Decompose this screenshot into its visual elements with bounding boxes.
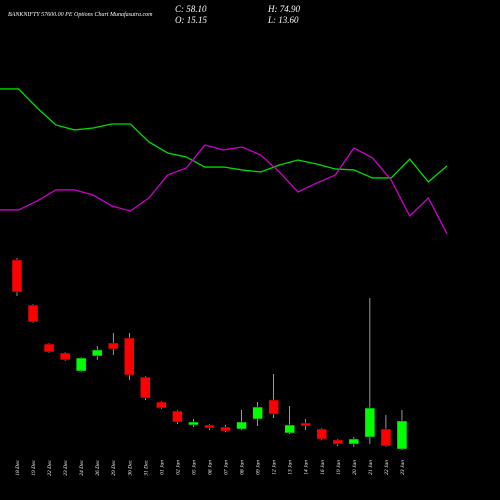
x-tick-label: 30 Dec [127, 459, 133, 476]
candle-body [75, 357, 87, 372]
x-tick-label: 14 Jan [303, 460, 310, 475]
open-label: O: 15.15 [175, 15, 207, 25]
x-tick-label: 22 Dec [47, 459, 53, 475]
x-tick-label: 08 Jan [240, 460, 246, 475]
candle-body [11, 259, 23, 293]
line-series [0, 88, 448, 183]
candle-body [348, 438, 360, 445]
low-label: L: 13.60 [267, 15, 299, 25]
x-tick-label: 22 Jan [384, 460, 390, 475]
x-tick-label: 06 Jan [207, 460, 213, 475]
candle-body [316, 428, 328, 440]
candle-body [124, 337, 135, 376]
x-tick-label: 12 Jan [272, 460, 278, 475]
candle-body [204, 424, 215, 429]
x-tick-label: 05 Jan [191, 460, 197, 475]
x-tick-label: 18 Dec [15, 459, 21, 475]
x-tick-label: 01 Jan [159, 460, 165, 475]
candle-body [332, 439, 344, 445]
x-tick-label: 13 Jan [288, 460, 294, 475]
x-tick-label: 29 Dec [111, 459, 117, 475]
candle-body [220, 426, 231, 432]
candle-body [252, 406, 263, 420]
candle-body [27, 304, 39, 323]
candle-body [107, 342, 119, 350]
candle-body [284, 424, 295, 434]
x-tick-label: 21 Jan [368, 460, 374, 475]
x-tick-label: 26 Dec [95, 459, 101, 475]
x-tick-label: 02 Jan [175, 460, 181, 475]
close-label: C: 58.10 [175, 4, 207, 14]
candle-body [364, 407, 376, 438]
chart-title: BANKNIFTY 57600.00 PE Options Chart Muna… [8, 11, 153, 18]
x-tick-label: 31 Dec [143, 459, 149, 476]
candle-body [172, 410, 183, 423]
candle-body [59, 352, 71, 361]
x-tick-label: 07 Jan [224, 460, 230, 475]
candle-body [91, 349, 103, 357]
candle-body [396, 420, 408, 450]
line-series [0, 144, 448, 235]
x-tick-label: 19 Dec [31, 459, 37, 475]
candle-body [140, 376, 151, 399]
candle-body [300, 422, 311, 427]
candle-body [236, 421, 247, 430]
x-tick-label: 23 Jan [400, 460, 406, 475]
x-tick-label: 16 Jan [320, 460, 326, 475]
x-tick-label: 09 Jan [256, 460, 262, 475]
x-tick-label: 24 Dec [78, 459, 85, 475]
x-tick-label: 20 Jan [352, 460, 358, 475]
high-label: H: 74.90 [267, 4, 300, 14]
x-tick-label: 23 Dec [63, 459, 69, 475]
candle-body [188, 421, 199, 426]
candle-body [43, 343, 55, 353]
candle-body [156, 401, 167, 409]
x-tick-label: 19 Jan [336, 460, 342, 475]
candle-body [380, 428, 392, 447]
candle-body [268, 399, 279, 415]
